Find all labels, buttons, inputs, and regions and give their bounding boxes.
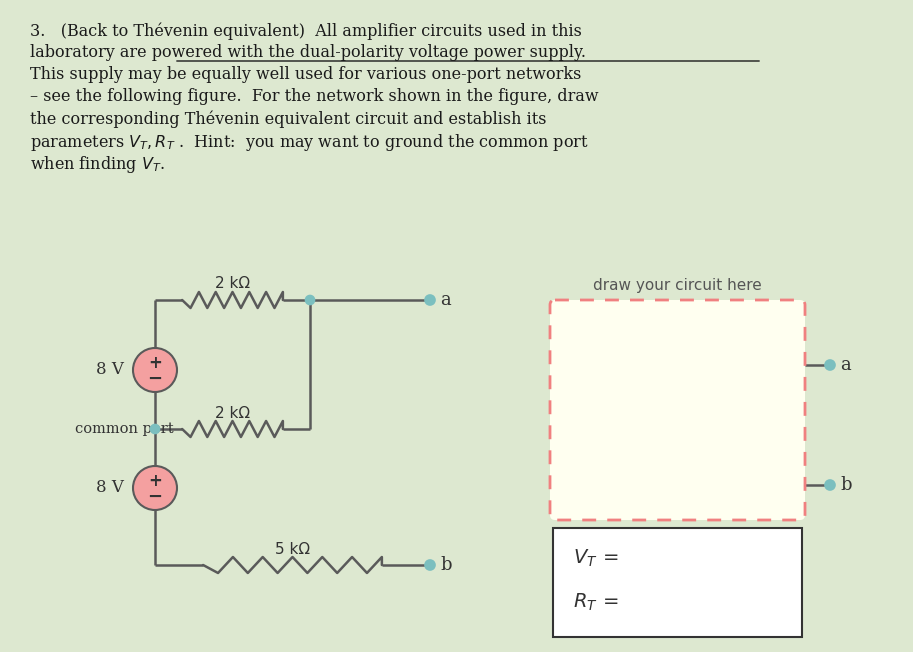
FancyBboxPatch shape [550, 300, 805, 520]
Text: +: + [148, 354, 162, 372]
Text: a: a [440, 291, 451, 309]
Text: This supply may be equally well used for various one-port networks: This supply may be equally well used for… [30, 66, 582, 83]
Text: 8 V: 8 V [96, 479, 124, 497]
Text: 3.   (Back to Thévenin equivalent)  All amplifier circuits used in this: 3. (Back to Thévenin equivalent) All amp… [30, 22, 582, 40]
Circle shape [133, 348, 177, 392]
Text: common port: common port [75, 422, 173, 436]
Text: 8 V: 8 V [96, 361, 124, 379]
Text: laboratory are powered with the dual-polarity voltage power supply.: laboratory are powered with the dual-pol… [30, 44, 586, 61]
Circle shape [133, 466, 177, 510]
Text: $V_T\,=$: $V_T\,=$ [573, 547, 619, 569]
Text: 2 kΩ: 2 kΩ [215, 276, 250, 291]
Text: the corresponding Thévenin equivalent circuit and establish its: the corresponding Thévenin equivalent ci… [30, 110, 547, 128]
Text: a: a [840, 356, 851, 374]
Circle shape [425, 560, 435, 570]
Text: b: b [440, 556, 452, 574]
Text: $R_T\,=$: $R_T\,=$ [573, 591, 619, 613]
Circle shape [825, 480, 835, 490]
Text: parameters $V_T, R_T$ .  Hint:  you may want to ground the common port: parameters $V_T, R_T$ . Hint: you may wa… [30, 132, 589, 153]
Text: – see the following figure.  For the network shown in the figure, draw: – see the following figure. For the netw… [30, 88, 599, 105]
Text: 5 kΩ: 5 kΩ [275, 542, 310, 557]
Circle shape [825, 360, 835, 370]
Text: 2 kΩ: 2 kΩ [215, 406, 250, 421]
Text: when finding $V_T$.: when finding $V_T$. [30, 154, 165, 175]
Text: −: − [147, 488, 163, 506]
Circle shape [425, 295, 435, 305]
Circle shape [151, 424, 160, 434]
Circle shape [306, 295, 314, 304]
FancyBboxPatch shape [553, 528, 802, 637]
Text: b: b [840, 476, 852, 494]
Text: draw your circuit here: draw your circuit here [593, 278, 761, 293]
Text: −: − [147, 370, 163, 388]
Text: +: + [148, 472, 162, 490]
